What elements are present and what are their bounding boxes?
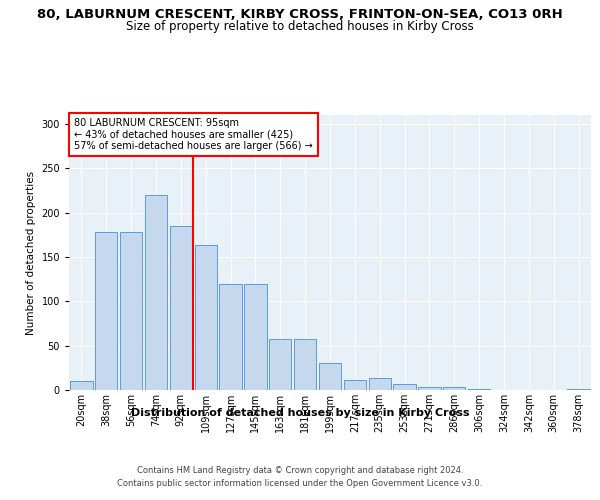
Bar [468, 389, 490, 390]
Text: 80, LABURNUM CRESCENT, KIRBY CROSS, FRINTON-ON-SEA, CO13 0RH: 80, LABURNUM CRESCENT, KIRBY CROSS, FRIN… [37, 8, 563, 20]
Y-axis label: Number of detached properties: Number of detached properties [26, 170, 36, 334]
Text: Distribution of detached houses by size in Kirby Cross: Distribution of detached houses by size … [131, 408, 469, 418]
Bar [418, 388, 440, 390]
Bar [170, 226, 192, 390]
Bar [120, 232, 142, 390]
Text: Size of property relative to detached houses in Kirby Cross: Size of property relative to detached ho… [126, 20, 474, 33]
Bar [319, 364, 341, 390]
Bar [394, 384, 416, 390]
Bar [269, 340, 292, 390]
Text: Contains HM Land Registry data © Crown copyright and database right 2024.: Contains HM Land Registry data © Crown c… [137, 466, 463, 475]
Bar [443, 388, 466, 390]
Bar [568, 389, 590, 390]
Bar [70, 381, 92, 390]
Text: Contains public sector information licensed under the Open Government Licence v3: Contains public sector information licen… [118, 479, 482, 488]
Bar [244, 284, 266, 390]
Bar [368, 378, 391, 390]
Bar [294, 340, 316, 390]
Bar [194, 246, 217, 390]
Bar [344, 380, 366, 390]
Bar [220, 284, 242, 390]
Text: 80 LABURNUM CRESCENT: 95sqm
← 43% of detached houses are smaller (425)
57% of se: 80 LABURNUM CRESCENT: 95sqm ← 43% of det… [74, 118, 313, 151]
Bar [95, 232, 118, 390]
Bar [145, 195, 167, 390]
